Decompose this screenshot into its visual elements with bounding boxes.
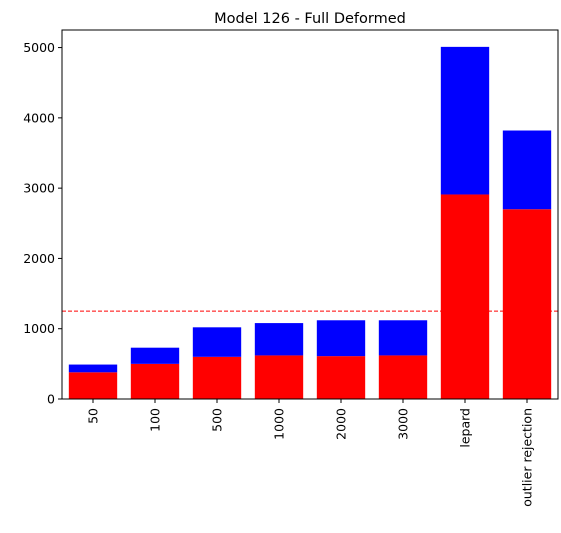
bar-lower-1	[131, 364, 179, 399]
bar-lower-4	[317, 356, 365, 399]
x-axis: 50 100 500 1000 2000 3000 lepard outlier reject…	[86, 399, 535, 507]
bars-group	[69, 47, 551, 399]
y-tick-label-3: 3000	[23, 181, 55, 196]
y-tick-label-4: 4000	[23, 110, 55, 125]
x-tick-label-0: 50	[86, 408, 101, 424]
bar-lower-0	[69, 372, 117, 399]
x-tick-label-5: 3000	[396, 408, 411, 440]
bar-upper-4	[317, 320, 365, 356]
bar-lower-3	[255, 355, 303, 399]
y-tick-label-5: 5000	[23, 40, 55, 55]
bar-lower-7	[503, 209, 551, 399]
bar-upper-2	[193, 327, 241, 357]
bar-upper-3	[255, 323, 303, 355]
y-tick-label-2: 2000	[23, 251, 55, 266]
bar-upper-1	[131, 348, 179, 364]
bar-lower-2	[193, 357, 241, 399]
x-tick-label-3: 1000	[272, 408, 287, 440]
bar-upper-7	[503, 131, 551, 210]
x-tick-label-4: 2000	[334, 408, 349, 440]
y-tick-label-0: 0	[47, 392, 55, 407]
x-tick-label-6: lepard	[458, 408, 473, 448]
x-tick-label-7: outlier rejection	[520, 408, 535, 507]
x-tick-label-2: 500	[210, 408, 225, 432]
x-tick-label-1: 100	[148, 408, 163, 432]
bar-upper-0	[69, 365, 117, 373]
bar-upper-5	[379, 320, 427, 355]
y-tick-label-1: 1000	[23, 321, 55, 336]
bar-lower-5	[379, 355, 427, 399]
y-axis: 0 1000 2000 3000 4000 5000	[23, 40, 62, 406]
bar-upper-6	[441, 47, 489, 195]
bar-lower-6	[441, 194, 489, 399]
chart-title: Model 126 - Full Deformed	[214, 11, 406, 27]
